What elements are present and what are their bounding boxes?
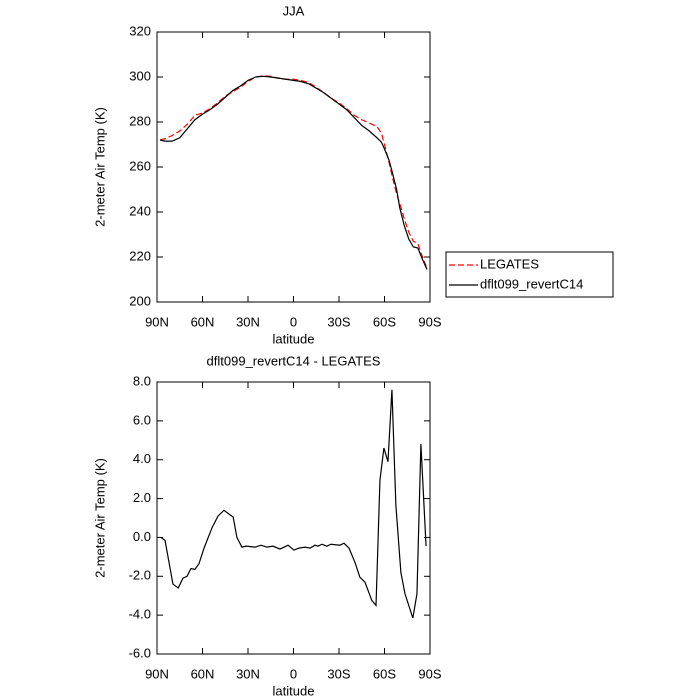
- y-tick-label: 200: [129, 293, 151, 308]
- y-tick-label: 4.0: [133, 451, 151, 466]
- x-tick-label: 90S: [418, 314, 441, 329]
- y-tick-label: 240: [129, 203, 151, 218]
- y-tick-label: 8.0: [133, 373, 151, 388]
- y-tick-label: 280: [129, 113, 151, 128]
- x-tick-label: 0: [290, 666, 297, 681]
- data-line: [159, 75, 428, 270]
- data-line: [159, 75, 428, 269]
- x-tick-label: 60S: [373, 314, 396, 329]
- x-tick-label: 30N: [236, 666, 260, 681]
- x-tick-label: 0: [290, 314, 297, 329]
- x-tick-label: 30S: [327, 666, 350, 681]
- y-tick-label: 2.0: [133, 490, 151, 505]
- y-tick-label: 0.0: [133, 529, 151, 544]
- data-line: [160, 389, 427, 619]
- y-tick-label: 320: [129, 23, 151, 38]
- x-tick-label: 30S: [327, 314, 350, 329]
- x-tick-label: 90N: [145, 666, 169, 681]
- legend-label: dflt099_revertC14: [480, 276, 583, 291]
- legend-box: [445, 251, 614, 298]
- y-tick-label: -2.0: [129, 568, 151, 583]
- x-tick-label: 60N: [191, 666, 215, 681]
- x-axis-label: latitude: [273, 331, 315, 346]
- y-tick-label: -6.0: [129, 645, 151, 660]
- y-tick-label: 260: [129, 158, 151, 173]
- y-tick-label: 300: [129, 68, 151, 83]
- x-tick-label: 60S: [373, 666, 396, 681]
- chart-title: dflt099_revertC14 - LEGATES: [207, 353, 381, 368]
- y-tick-label: 6.0: [133, 412, 151, 427]
- x-tick-label: 60N: [191, 314, 215, 329]
- x-axis-label: latitude: [273, 683, 315, 698]
- x-tick-label: 90N: [145, 314, 169, 329]
- x-tick-label: 30N: [236, 314, 260, 329]
- y-tick-label: -4.0: [129, 607, 151, 622]
- y-axis-label: 2-meter Air Temp (K): [92, 107, 107, 227]
- y-axis-label: 2-meter Air Temp (K): [92, 458, 107, 578]
- chart-title: JJA: [283, 3, 305, 18]
- y-tick-label: 220: [129, 248, 151, 263]
- plot-frame: [156, 31, 431, 303]
- plot-frame: [156, 381, 431, 655]
- legend-label: LEGATES: [480, 256, 539, 271]
- x-tick-label: 90S: [418, 666, 441, 681]
